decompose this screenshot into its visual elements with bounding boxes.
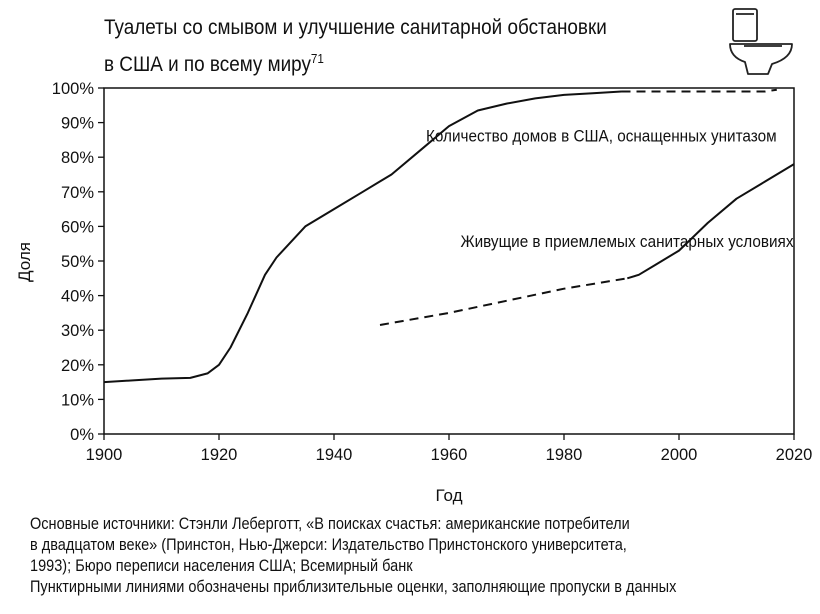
y-tick-label: 70% <box>61 184 94 202</box>
x-tick-label: 1940 <box>316 446 353 464</box>
chart-title-line-2-text: в США и по всему миру <box>104 53 311 76</box>
dashed-lines-note: Пунктирными линиями обозначены приблизит… <box>30 578 677 596</box>
x-tick-label: 1900 <box>86 446 123 464</box>
x-tick-label: 1920 <box>201 446 238 464</box>
toilet-icon <box>729 8 793 75</box>
y-tick-label: 90% <box>61 115 94 133</box>
chart-title-line-2: в США и по всему миру71 <box>104 43 607 80</box>
x-axis: 1900 1920 1940 1960 1980 2000 2020 <box>86 434 813 464</box>
y-tick-label: 80% <box>61 149 94 167</box>
series-line-1-dashed <box>621 88 777 93</box>
x-tick-label: 1960 <box>431 446 468 464</box>
y-tick-label: 0% <box>70 426 94 444</box>
y-tick-label: 40% <box>61 288 94 306</box>
y-tick-label: 30% <box>61 322 94 340</box>
series-line-2-dashed <box>379 277 628 326</box>
series-line-1-solid <box>103 90 622 384</box>
source-line: Основные источники: Стэнли Леберготт, «В… <box>30 515 630 533</box>
y-tick-label: 50% <box>61 253 94 271</box>
series-label-1: Количество домов в США, оснащенных унита… <box>426 127 777 146</box>
x-axis-label: Год <box>435 486 462 505</box>
x-tick-label: 2000 <box>661 446 698 464</box>
chart-title-line-1: Туалеты со смывом и улучшение санитарной… <box>104 16 607 39</box>
y-tick-label: 20% <box>61 357 94 375</box>
y-tick-label: 10% <box>61 391 94 409</box>
x-tick-label: 1980 <box>546 446 583 464</box>
y-axis: 0% 10% 20% 30% 40% 50% 60% 70% 80% 90% 100% <box>52 80 104 444</box>
series-labels: Количество домов в США, оснащенных унита… <box>426 127 793 251</box>
y-axis-label: Доля <box>15 242 34 282</box>
chart-title: Туалеты со смывом и улучшение санитарной… <box>104 12 607 80</box>
source-notes: Основные источники: Стэнли Леберготт, «В… <box>30 514 676 598</box>
source-line: в двадцатом веке» (Принстон, Нью-Джерси:… <box>30 536 627 554</box>
footnote-ref: 71 <box>310 51 324 66</box>
x-tick-label: 2020 <box>776 446 813 464</box>
series-label-2: Живущие в приемлемых санитарных условиях <box>461 232 794 251</box>
source-line: 1993); Бюро переписи населения США; Всем… <box>30 557 413 575</box>
series-line-2-solid <box>627 163 795 280</box>
y-tick-label: 60% <box>61 218 94 236</box>
line-chart: 0%10%20%30%40%50%60%70%80%90%100% 1900 19… <box>15 8 813 505</box>
y-tick-label: 100% <box>52 80 95 98</box>
series-layer <box>103 88 795 384</box>
